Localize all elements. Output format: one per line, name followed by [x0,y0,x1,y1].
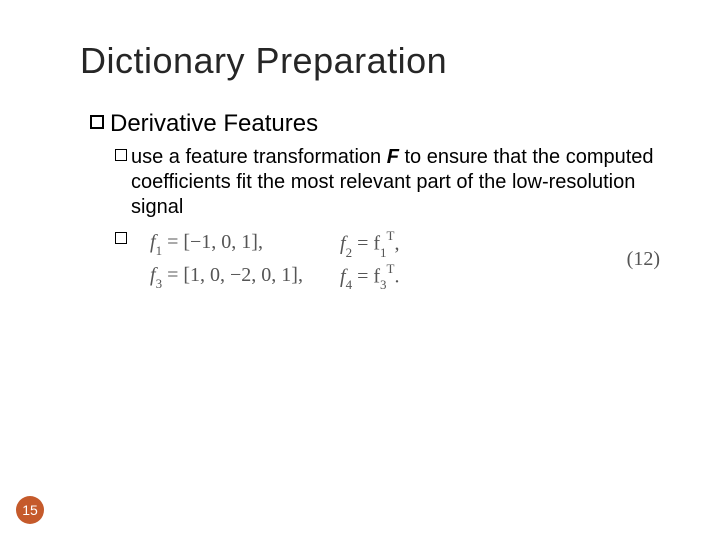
square-bullet-icon [115,232,127,244]
eq1-left: f1 = [−1, 0, 1], [150,231,340,257]
eq-sup: T [387,228,395,243]
eq-var: f [340,265,346,287]
eq-tail: . [394,265,399,287]
eq-tail: , [394,233,399,255]
equation-label: (12) [627,248,660,271]
level2-pre: use a feature transformation [131,146,387,168]
bullet-level2: use a feature transformation F to ensure… [115,145,675,220]
eq1-right: f2 = f1T, [340,230,460,259]
eq-var: f [340,233,346,255]
equation-block: f1 = [−1, 0, 1], f2 = f1T, f3 = [1, 0, −… [150,230,670,295]
bullet-level2-empty [115,228,131,244]
eq-sup: T [387,261,395,276]
square-bullet-icon [115,149,127,161]
level2-text: use a feature transformation F to ensure… [131,145,675,220]
eq-rhs: = [1, 0, −2, 0, 1], [162,264,303,286]
level1-text: Derivative Features [110,110,318,138]
eq-eq: = f [352,233,380,255]
slide-number-badge: 15 [16,496,44,524]
eq2-left: f3 = [1, 0, −2, 0, 1], [150,264,340,290]
slide-title: Dictionary Preparation [80,40,447,82]
eq-eq: = f [352,265,380,287]
square-bullet-icon [90,115,104,129]
eq-sub: 1 [380,245,387,260]
bullet-level1: Derivative Features [90,110,318,138]
eq2-right: f4 = f3T. [340,263,460,292]
eq-var: f [150,231,156,253]
eq-rhs: = [−1, 0, 1], [162,231,263,253]
equation-row-1: f1 = [−1, 0, 1], f2 = f1T, [150,230,670,259]
eq-sub: 2 [346,245,353,260]
eq-sub: 4 [346,277,353,292]
eq-sub: 1 [156,243,163,258]
eq-sub: 3 [156,276,163,291]
feature-symbol: F [387,146,399,168]
slide: Dictionary Preparation Derivative Featur… [0,0,720,540]
equation-row-2: f3 = [1, 0, −2, 0, 1], f4 = f3T. [150,263,670,292]
eq-sub: 3 [380,277,387,292]
eq-var: f [150,264,156,286]
